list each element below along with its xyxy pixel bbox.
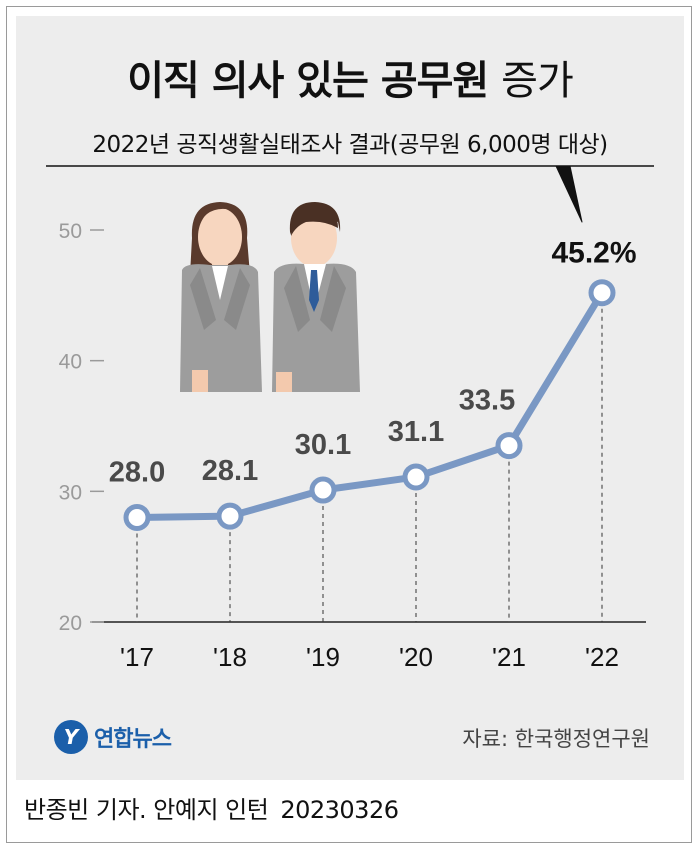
data-point — [123, 503, 151, 531]
y-tick-label: 40 — [59, 351, 82, 374]
logo-text: 연합뉴스 — [94, 727, 172, 752]
chart-title: 이직 의사 있는 공무원 증가 — [0, 48, 700, 106]
yonhap-logo: Y 연합뉴스 — [54, 720, 172, 754]
data-label: 28.1 — [202, 455, 258, 487]
callout-pointer — [555, 165, 583, 223]
title-main: 이직 의사 있는 공무원 — [127, 58, 489, 104]
data-label: 33.5 — [459, 385, 515, 417]
source-note: 자료: 한국행정연구원 — [462, 727, 650, 751]
data-point — [402, 463, 430, 491]
x-tick-label: '20 — [399, 642, 433, 672]
chart-subtitle: 2022년 공직생활실태조사 결과(공무원 6,000명 대상) — [92, 132, 608, 158]
series-line — [133, 289, 606, 521]
data-label: 30.1 — [295, 429, 351, 461]
x-tick-label: '18 — [213, 642, 247, 672]
data-label: 31.1 — [388, 416, 444, 448]
chart-panel — [16, 16, 684, 780]
data-point — [588, 279, 616, 307]
data-point — [495, 432, 523, 460]
office-workers-illustration — [180, 202, 360, 392]
data-point — [216, 502, 244, 530]
credit-line: 반종빈 기자. 안예지 인턴 20230326 — [24, 790, 399, 825]
x-tick-label: '17 — [120, 642, 154, 672]
y-tick-label: 50 — [59, 220, 82, 243]
data-label: 45.2% — [551, 237, 636, 270]
data-label: 28.0 — [109, 456, 165, 488]
title-suffix: 증가 — [501, 58, 574, 104]
yonhap-logo-icon: Y — [54, 720, 88, 754]
x-tick-label: '19 — [306, 642, 340, 672]
y-tick-label: 20 — [59, 612, 82, 635]
credit-date: 20230326 — [280, 796, 399, 824]
y-tick-label: 30 — [59, 481, 82, 504]
credit-text: 반종빈 기자. 안예지 인턴 — [24, 796, 269, 824]
data-point — [309, 476, 337, 504]
x-tick-label: '22 — [585, 642, 619, 672]
x-tick-label: '21 — [492, 642, 526, 672]
